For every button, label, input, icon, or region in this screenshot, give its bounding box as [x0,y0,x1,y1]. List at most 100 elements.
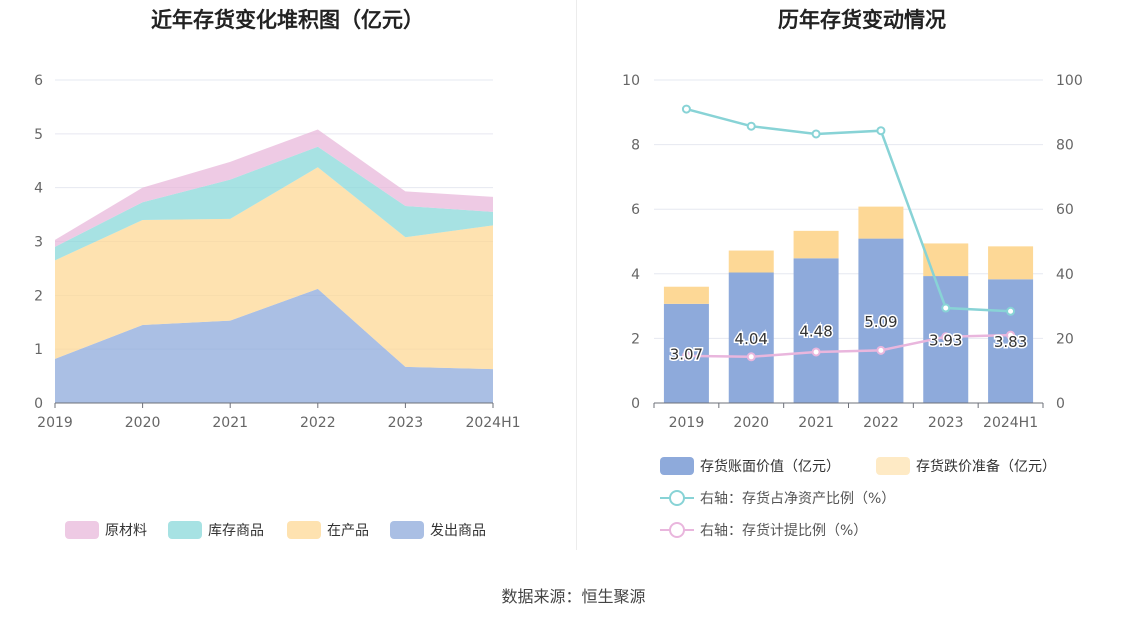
inventory-change-chart-panel: 历年存货变动情况 0 2 4 6 8 10 0 20 40 60 80 100 2019 2020 2021… [577,0,1147,550]
y-left-tick-label: 6 [631,202,640,218]
x-tick-label: 2024H1 [983,415,1038,431]
right-chart-title: 历年存货变动情况 [778,8,946,32]
y-tick-label: 2 [34,288,43,304]
area-发出商品 [55,288,493,403]
source-prefix: 数据来源： [501,587,582,606]
legend-item[interactable]: 存货账面价值（亿元） [660,456,840,476]
line-右轴：存货占净资产比例（%） [686,107,1011,313]
x-tick-label: 2023 [928,415,964,431]
area-在产品 [55,167,493,370]
legend-item[interactable]: 在产品 [287,520,369,540]
bar-value-label: 4.48 [799,323,832,341]
bar-value-label: 3.83 [994,333,1027,351]
legend-label: 在产品 [327,523,369,539]
bar-存货账面价值（亿元） [858,238,904,403]
legend-item[interactable]: 库存商品 [168,520,264,540]
panel-divider [576,0,577,550]
bar-存货跌价准备（亿元） [923,243,969,277]
y-right-tick-label: 100 [1056,73,1083,89]
legend-swatch [876,457,910,475]
y-tick-label: 0 [34,396,43,412]
y-left-tick-label: 2 [631,331,640,347]
y-right-tick-label: 60 [1056,202,1074,218]
x-tick-label: 2021 [798,415,834,431]
bar-存货跌价准备（亿元） [858,206,904,239]
stacked-area-chart-panel: 近年存货变化堆积图（亿元） 0 1 2 3 4 5 6 2019 2020 2021 2022 202… [0,0,575,550]
x-tick-label: 2022 [300,415,336,431]
line-point [811,347,821,357]
y-tick-label: 4 [34,181,43,197]
y-right-tick-label: 80 [1056,138,1074,154]
y-left-tick-label: 10 [622,73,640,89]
legend-label: 原材料 [105,523,147,539]
line-point [1006,306,1016,316]
line-point [876,126,886,136]
legend-marker [669,490,685,506]
line-右轴：存货计提比例（%） [686,333,1011,359]
data-source-note: 数据来源：恒生聚源 [0,583,1147,607]
line-point [811,129,821,139]
x-tick-label: 2023 [388,415,424,431]
legend-label: 右轴：存货计提比例（%） [700,523,868,539]
legend-item[interactable]: 右轴：存货计提比例（%） [660,520,867,540]
stacked-area-chart: 0 1 2 3 4 5 6 2019 2020 2021 2022 2023 2024H1 [34,73,520,431]
legend-swatch [65,521,99,539]
legend-label: 库存商品 [208,523,264,539]
legend-swatch [390,521,424,539]
bar-存货账面价值（亿元） [793,258,839,403]
legend-label: 发出商品 [430,523,486,539]
y-left-tick-label: 0 [631,396,640,412]
line-point [746,121,756,131]
y-left-tick-label: 4 [631,267,640,283]
x-tick-label: 2020 [733,415,769,431]
area-原材料 [55,129,493,247]
source-name: 恒生聚源 [581,587,646,606]
legend-swatch [287,521,321,539]
line-point [941,332,951,342]
bar-存货跌价准备（亿元） [793,230,839,259]
y-left-tick-label: 8 [631,138,640,154]
line-point [681,351,691,361]
legend-item[interactable]: 右轴：存货占净资产比例（%） [660,488,895,508]
line-point [1006,330,1016,340]
y-right-tick-label: 0 [1056,396,1065,412]
line-point [876,345,886,355]
bar-value-label: 5.09 [864,313,897,331]
legend-item[interactable]: 原材料 [65,520,147,540]
bar-存货跌价准备（亿元） [988,246,1034,280]
y-right-tick-label: 20 [1056,331,1074,347]
bar-value-label: 3.07 [670,345,703,363]
line-point [746,352,756,362]
y-tick-label: 3 [34,235,43,251]
legend-item[interactable]: 存货跌价准备（亿元） [876,456,1056,476]
y-right-tick-label: 40 [1056,267,1074,283]
x-tick-label: 2020 [125,415,161,431]
legend-line-swatch [660,489,694,507]
left-chart-title: 近年存货变化堆积图（亿元） [151,8,424,32]
bar-value-label: 4.04 [735,330,768,348]
legend-swatch [660,457,694,475]
bar-存货跌价准备（亿元） [663,286,709,304]
x-tick-label: 2024H1 [465,415,520,431]
x-tick-label: 2022 [863,415,899,431]
y-tick-label: 6 [34,73,43,89]
x-tick-label: 2019 [37,415,73,431]
legend-line-swatch [660,521,694,539]
bar-存货账面价值（亿元） [728,272,774,403]
line-point [681,104,691,114]
bar-value-label: 3.93 [929,332,962,350]
legend-label: 存货跌价准备（亿元） [916,459,1056,475]
bar-存货跌价准备（亿元） [728,250,774,273]
line-point [941,303,951,313]
legend-marker [669,522,685,538]
legend-label: 存货账面价值（亿元） [700,459,840,475]
area-库存商品 [55,146,493,261]
x-tick-label: 2019 [669,415,705,431]
y-tick-label: 1 [34,342,43,358]
bar-存货账面价值（亿元） [988,279,1034,403]
legend-item[interactable]: 发出商品 [390,520,486,540]
y-tick-label: 5 [34,127,43,143]
x-tick-label: 2021 [212,415,248,431]
legend-label: 右轴：存货占净资产比例（%） [700,491,896,507]
